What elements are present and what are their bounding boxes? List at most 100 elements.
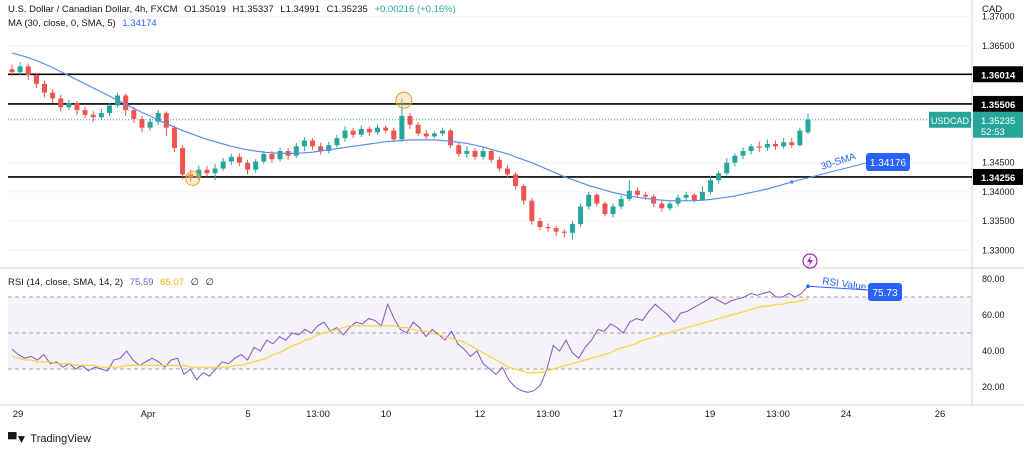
candle-body (423, 133, 429, 137)
candle-body (504, 168, 510, 175)
candle-up (618, 195, 624, 210)
candle-body (708, 180, 714, 192)
candle-up (342, 126, 348, 142)
rsi-sma-value: 65.07 (160, 277, 184, 288)
candle-up (724, 158, 730, 176)
candle-down (50, 89, 56, 104)
price-tick: 1.34500 (982, 158, 1015, 168)
candle-down (391, 127, 397, 143)
ohlc-change: +0.00216 (+0.16%) (374, 4, 456, 15)
candle-body (180, 148, 186, 175)
candle-down (456, 142, 462, 157)
candle-body (683, 194, 689, 198)
candle-up (301, 137, 307, 152)
lightning-glyph (807, 256, 813, 267)
candle-up (277, 147, 283, 162)
rsi-legend[interactable]: RSI (14, close, SMA, 14, 2) 75.59 65.07 … (8, 277, 218, 288)
candle-body (643, 194, 649, 197)
time-tick: 24 (841, 409, 852, 420)
candle-up (578, 203, 584, 227)
candle-down (561, 229, 567, 238)
candle-body (472, 151, 478, 157)
candle-down (659, 200, 665, 212)
candle-body (147, 121, 153, 128)
tradingview-branding[interactable]: ▀▼ TradingView (8, 432, 91, 446)
candle-down (773, 140, 779, 150)
candle-down (236, 153, 242, 167)
candle-body (301, 140, 307, 147)
level-price-label: 1.36014 (981, 70, 1016, 81)
candle-down (58, 94, 64, 112)
rsi-annotation-label: RSI Value (822, 276, 868, 293)
candle-body (773, 144, 779, 147)
candle-up (261, 151, 267, 164)
candle-down (513, 172, 519, 190)
current-price-label: 1.35235 (981, 116, 1015, 127)
candle-up (66, 99, 72, 111)
ma-value: 1.34174 (122, 18, 157, 29)
candle-body (90, 114, 96, 118)
candle-body (196, 169, 202, 178)
rsi-line (11, 285, 809, 393)
candle-body (439, 130, 445, 134)
candle-body (204, 169, 210, 174)
candle-up (626, 180, 632, 202)
candle-body (236, 156, 242, 163)
candle-body (228, 156, 234, 162)
rsi-value: 75.59 (129, 277, 154, 288)
time-tick: 19 (705, 409, 716, 420)
candle-down (651, 194, 657, 208)
symbol-title: U.S. Dollar / Canadian Dollar, 4h, FXCM (8, 4, 178, 15)
candle-down (407, 113, 413, 129)
time-tick: Apr (141, 409, 156, 420)
candle-body (496, 159, 502, 169)
level-price-label: 1.34256 (981, 173, 1015, 184)
candle-up (569, 221, 575, 240)
candle-body (326, 145, 332, 152)
candle-body (269, 153, 275, 160)
candle-up (17, 62, 23, 76)
candle-body (212, 168, 218, 174)
candle-body (456, 145, 462, 154)
candle-body (521, 186, 527, 201)
candle-up (375, 124, 381, 135)
candle-body (391, 130, 397, 140)
candle-body (553, 228, 559, 232)
candle-down (41, 80, 47, 98)
ohlc-low: L1.34991 (280, 4, 320, 15)
time-tick: 5 (245, 409, 250, 420)
candle-body (66, 103, 72, 108)
candle-body (748, 146, 754, 152)
rsi-tick: 60.00 (982, 310, 1005, 320)
candle-body (9, 69, 15, 73)
candle-down (423, 129, 429, 140)
candlesticks (9, 62, 811, 240)
candle-body (50, 92, 56, 99)
candle-body (594, 194, 600, 204)
current-price-bg (973, 111, 1023, 138)
candle-body (618, 198, 624, 207)
candle-body (375, 127, 381, 133)
candle-body (277, 151, 283, 160)
rsi-value-badge (868, 283, 902, 301)
candle-up (480, 147, 486, 160)
candle-body (171, 127, 177, 149)
candle-body (805, 119, 811, 133)
candle-body (659, 203, 665, 209)
time-tick: 17 (613, 409, 624, 420)
candle-down (74, 100, 80, 115)
ma-value-badge (866, 153, 910, 171)
candle-down (180, 145, 186, 180)
rsi-sma-line (11, 298, 809, 374)
symbol-label: USDCAD (931, 116, 970, 126)
candle-body (106, 105, 112, 114)
candle-up (748, 144, 754, 155)
candle-body (310, 140, 316, 147)
candle-up (732, 153, 738, 167)
ma-legend[interactable]: MA (30, close, 0, SMA, 5) 1.34174 (8, 18, 161, 29)
candle-body (253, 161, 259, 170)
rsi-pointer-line (807, 285, 869, 291)
candle-body (342, 130, 348, 139)
